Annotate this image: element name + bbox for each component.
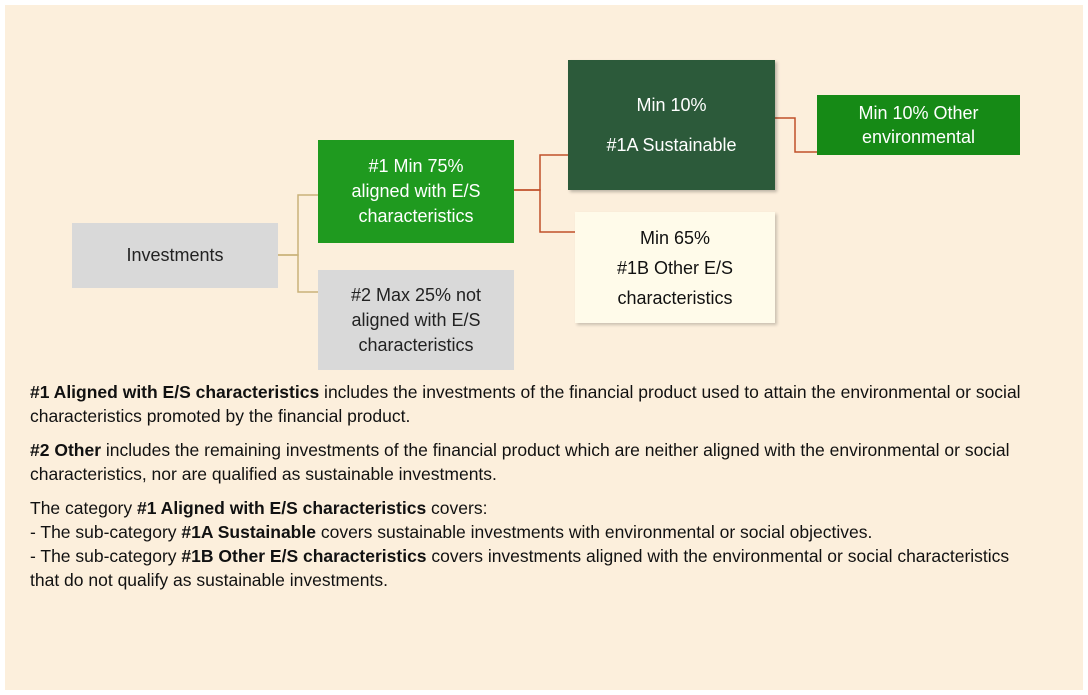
bold-text: #1A Sustainable (181, 522, 316, 542)
connector (278, 254, 318, 293)
connector (514, 189, 575, 233)
node-label: characteristics (358, 334, 474, 355)
node-label: Investments (126, 245, 224, 265)
node: #1 Min 75% aligned with E/S characteristic… (318, 140, 514, 243)
notes: #1 Aligned with E/S characteristics incl… (30, 380, 1040, 602)
node-label: #2 Max 25% not (350, 284, 482, 305)
node-label: #1A Sustainable (606, 135, 737, 155)
bold-text: #1B Other E/S characteristics (181, 546, 427, 566)
text: includes the investments of the financia… (30, 382, 1021, 426)
text: covers sustainable investments with envi… (315, 522, 873, 542)
node-label: #1 Min 75% (368, 156, 464, 176)
connectors (278, 117, 817, 293)
connector (514, 154, 568, 191)
node: Min 10% #1A Sustainable (568, 60, 775, 190)
node-label: #1B Other E/S (616, 257, 734, 278)
note-paragraph: #1 Aligned with E/S characteristics incl… (30, 380, 1040, 428)
text: - The sub-category (30, 522, 182, 542)
bold-text: #1 Aligned with E/S characteristics (137, 498, 427, 518)
text: covers investments aligned with the envi… (30, 546, 1010, 590)
note-paragraph: #2 Other includes the remaining investme… (30, 438, 1040, 486)
bold-text: #2 Other (30, 440, 101, 460)
node-label: Min 10% Other (858, 103, 979, 123)
node: Investments (72, 223, 278, 288)
node: Min 65% #1B Other E/S characteristics (575, 212, 775, 323)
node: #2 Max 25% not aligned with E/S characteri… (318, 270, 514, 370)
node-label: characteristics (617, 287, 733, 308)
text: - The sub-category (30, 546, 182, 566)
node: Min 10% Other environmental (817, 95, 1020, 155)
node-label: environmental (861, 127, 976, 147)
node-label: aligned with E/S (351, 309, 481, 330)
connector (775, 117, 817, 153)
node-label: Min 10% (636, 95, 707, 115)
panel: Investments #1 Min 75% aligned with E/S ch… (5, 5, 1083, 690)
text: The category (30, 498, 137, 518)
bold-text: #1 Aligned with E/S characteristics (30, 382, 320, 402)
connector (278, 194, 318, 256)
text: covers: (426, 498, 488, 518)
node-label: Min 65% (639, 227, 711, 248)
note-paragraph: - The sub-category #1B Other E/S charact… (30, 544, 1040, 592)
text: includes the remaining investments of th… (30, 440, 1010, 484)
node-label: characteristics (358, 206, 474, 226)
note-paragraph: The category #1 Aligned with E/S charact… (30, 496, 1040, 520)
note-paragraph: - The sub-category #1A Sustainable cover… (30, 520, 1040, 544)
node-label: aligned with E/S (351, 181, 481, 201)
